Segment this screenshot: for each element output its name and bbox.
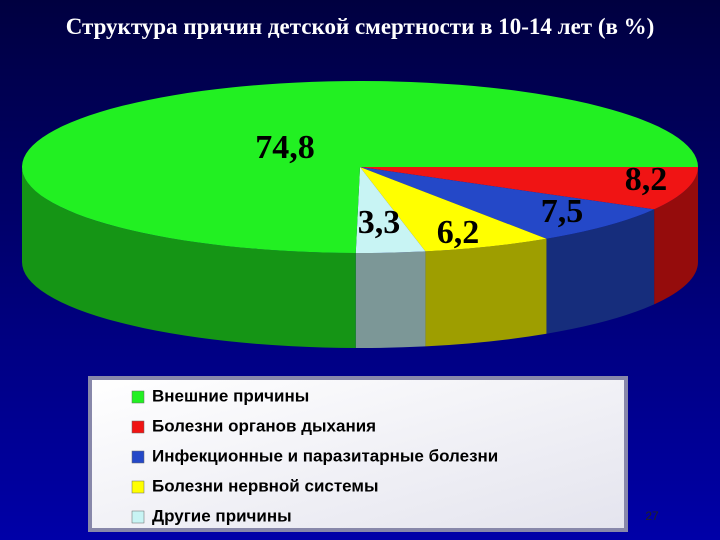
legend-swatch (131, 480, 145, 494)
slice (360, 167, 655, 239)
legend-swatch (131, 420, 145, 434)
legend-box (88, 376, 628, 532)
slide-number: 27 (645, 509, 659, 523)
slice-side (654, 167, 698, 305)
legend: Внешние причины Болезни органов дыхания Ин… (131, 386, 498, 525)
legend-label: Болезни нервной системы (152, 476, 379, 495)
value-label: 6,2 (437, 214, 480, 251)
slice-side (546, 209, 655, 334)
legend-swatch (131, 450, 145, 464)
legend-label: Внешние причины (152, 386, 309, 405)
value-label: 3,3 (358, 204, 401, 241)
legend-label: Инфекционные и паразитарные болезни (152, 446, 498, 465)
legend-swatch (131, 510, 145, 524)
slice-side (22, 167, 356, 348)
value-label: 74,8 (255, 129, 315, 166)
slice-side (355, 251, 426, 348)
legend-label: Другие причины (152, 506, 292, 525)
legend-label: Болезни органов дыхания (152, 416, 376, 435)
chart-title: Структура причин детской смертности в 10… (66, 14, 655, 39)
value-label: 8,2 (625, 161, 668, 198)
slice (360, 167, 698, 210)
slice (355, 167, 426, 254)
legend-swatch (131, 390, 145, 404)
slice (360, 167, 547, 252)
value-label: 7,5 (541, 193, 584, 230)
pie: 74,8 8,2 7,5 6,2 3,3 (22, 81, 699, 348)
slice-side (425, 238, 547, 347)
slice (22, 81, 699, 253)
